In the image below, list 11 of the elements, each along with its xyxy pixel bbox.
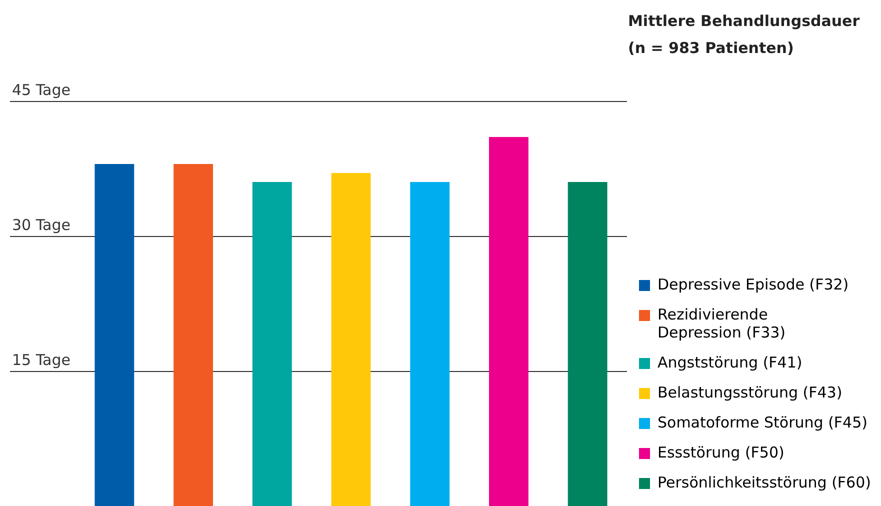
legend-label: Somatoforme Störung (F45) <box>658 413 868 432</box>
legend-label: Persönlichkeitsstörung (F60) <box>658 473 872 492</box>
legend-label: Depressive Episode (F32) <box>658 275 849 294</box>
legend-label: Belastungsstörung (F43) <box>658 383 842 402</box>
y-tick-label: 30 Tage <box>12 216 70 234</box>
legend-label: Rezidivierende Depression (F33) <box>658 305 786 342</box>
legend-label: Angststörung (F41) <box>658 353 802 372</box>
y-tick-label: 15 Tage <box>12 350 70 369</box>
y-tick-label: 45 Tage <box>12 80 70 99</box>
text: Mittlere Behandlungsdauer (n = 983 Patienten) <box>628 11 860 59</box>
legend-label: Essstörung (F50) <box>658 443 784 462</box>
